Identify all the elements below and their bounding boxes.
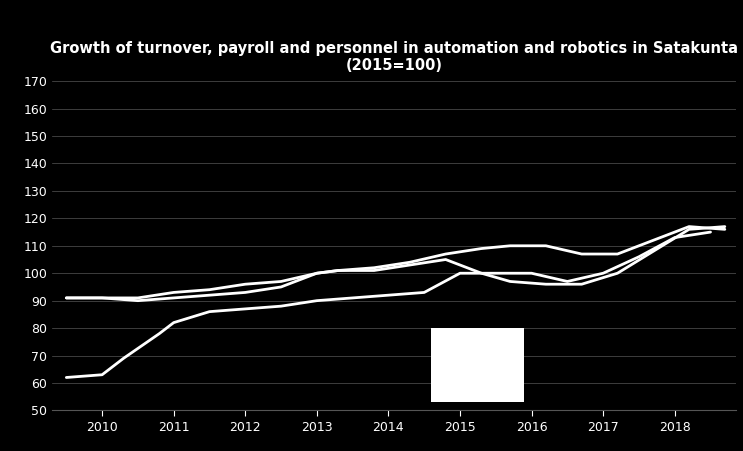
Bar <box>432 328 525 402</box>
Title: Growth of turnover, payroll and personnel in automation and robotics in Satakunt: Growth of turnover, payroll and personne… <box>50 41 738 73</box>
